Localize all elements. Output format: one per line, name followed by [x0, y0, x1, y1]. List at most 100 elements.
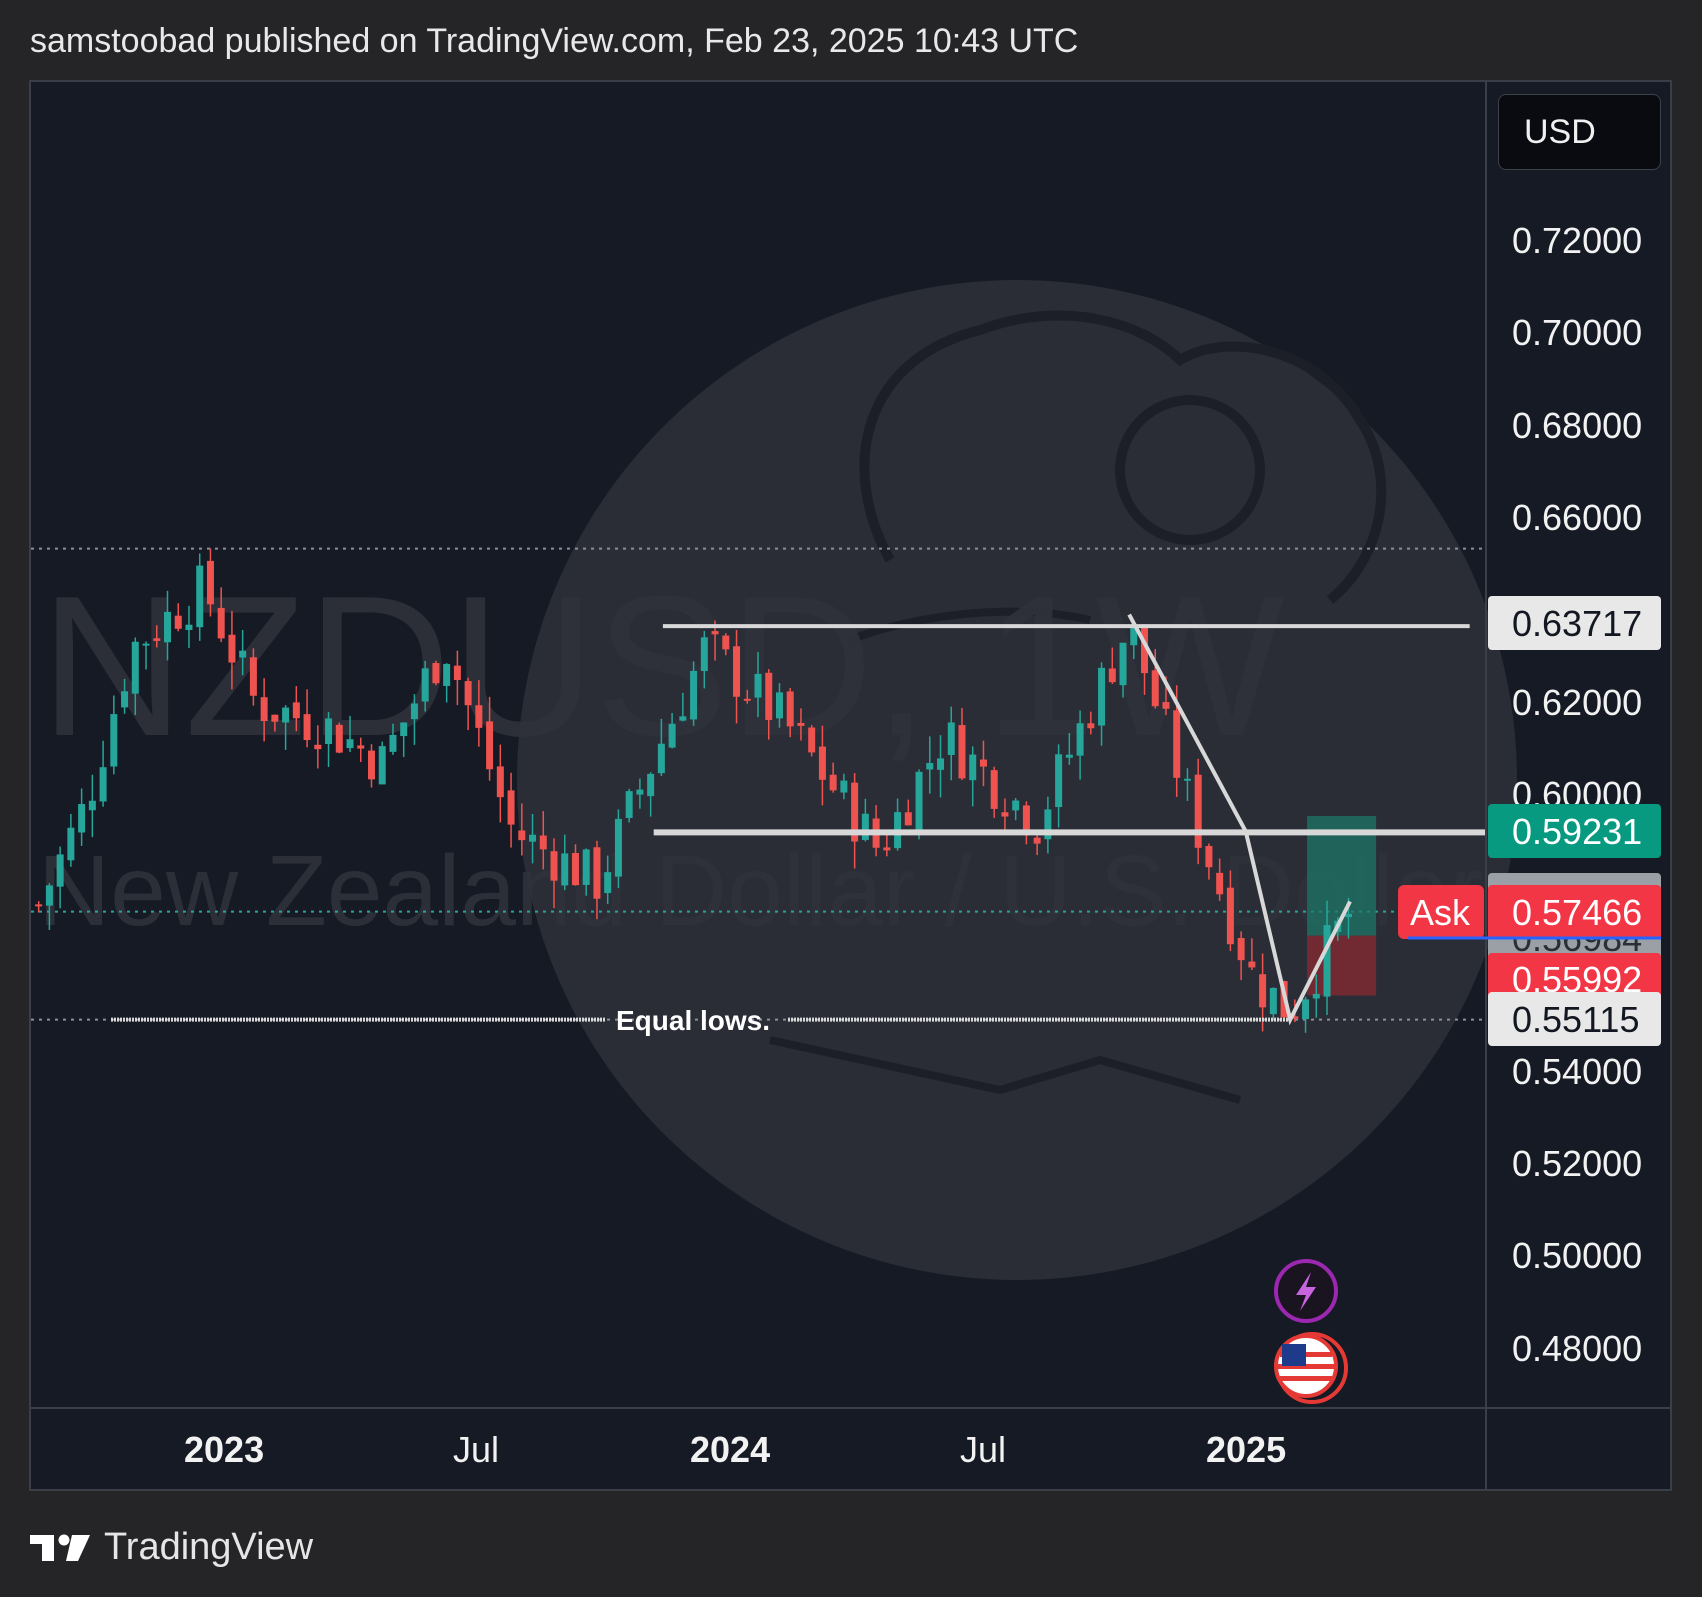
candle-body	[507, 790, 515, 825]
candle-body	[110, 714, 118, 767]
ask-label-text: Ask	[1410, 892, 1471, 933]
brand-name: TradingView	[104, 1525, 314, 1568]
candle-body	[829, 774, 837, 791]
x-tick: 2025	[1206, 1429, 1286, 1470]
candle-body	[1141, 624, 1149, 674]
currency-button[interactable]: USD	[1498, 94, 1661, 170]
candle-body	[775, 692, 783, 719]
candle-body	[550, 851, 558, 881]
candle-body	[947, 722, 955, 755]
candle-body	[35, 904, 43, 907]
candle-body	[657, 743, 665, 774]
candle-body	[1033, 837, 1041, 844]
candle-body	[926, 762, 934, 770]
x-tick: 2024	[690, 1429, 770, 1470]
candle-body	[1183, 778, 1191, 781]
candle-body	[1001, 812, 1009, 817]
candle-body	[1248, 961, 1256, 968]
y-tick: 0.68000	[1512, 405, 1642, 446]
lightning-icon[interactable]	[1274, 1259, 1338, 1323]
candle-body	[883, 847, 891, 851]
candle-body	[668, 723, 676, 748]
candle-body	[1173, 710, 1181, 778]
watermark-name: New Zealand Dollar / U.S. Dollar	[38, 835, 1483, 947]
candle-body	[486, 721, 494, 770]
candle-body	[292, 702, 300, 719]
candle-body	[475, 705, 483, 728]
publish-info: samstoobad published on TradingView.com,…	[30, 22, 1079, 60]
candles	[35, 548, 1352, 1033]
candle-body	[1291, 1016, 1299, 1019]
candle-body	[904, 812, 912, 826]
candle-body	[1194, 774, 1202, 848]
candle-body	[142, 643, 150, 646]
candle-body	[174, 615, 182, 629]
ask-tag	[1488, 885, 1661, 939]
candle-body	[754, 673, 762, 698]
y-tick: 0.54000	[1512, 1051, 1642, 1092]
candle-body	[937, 758, 945, 770]
candle-body	[1055, 754, 1063, 808]
candle-body	[990, 770, 998, 809]
candle-body	[282, 707, 290, 723]
high-tag	[1488, 596, 1661, 650]
time-axis[interactable]: 2023 Jul 2024 Jul 2025	[184, 1429, 1286, 1470]
candle-body	[389, 734, 397, 752]
us-flag-icon[interactable]	[1274, 1332, 1348, 1404]
equal-lows-label: Equal lows.	[616, 1005, 770, 1036]
price-axis[interactable]: 0.72000 0.70000 0.68000 0.66000 0.62000 …	[1512, 220, 1642, 1369]
candle-body	[733, 646, 741, 697]
high-tag-text: 0.63717	[1512, 603, 1642, 644]
candle-body	[1259, 974, 1267, 1008]
candle-body	[1087, 723, 1095, 729]
candle-body	[861, 813, 869, 840]
candle-body	[1076, 723, 1084, 756]
price-tags: 0.63717 0.56984 0.55992 0.59231 Ask 0.57…	[1398, 596, 1661, 1046]
y-tick: 0.62000	[1512, 682, 1642, 723]
candle-body	[1162, 702, 1170, 709]
candle-body	[1151, 670, 1159, 707]
watermark-ram-logo	[517, 280, 1517, 1280]
candle-body	[271, 714, 279, 722]
candle-body	[743, 698, 751, 701]
candle-body	[1344, 913, 1352, 918]
candle-body	[206, 560, 214, 605]
candle-body	[367, 750, 375, 780]
y-tick: 0.52000	[1512, 1143, 1642, 1184]
candle-body	[196, 565, 204, 628]
candle-body	[561, 853, 569, 886]
candle-body	[1226, 887, 1234, 945]
candle-body	[690, 670, 698, 720]
drawings[interactable]	[111, 613, 1485, 1026]
candle-body	[1216, 872, 1224, 895]
candle-body	[185, 624, 193, 630]
candle-body	[335, 724, 343, 753]
candle-body	[1302, 999, 1310, 1020]
candle-body	[614, 818, 622, 877]
candle-body	[67, 827, 75, 861]
swing-path	[1127, 613, 1352, 1026]
low-tag	[1488, 992, 1661, 1046]
candle-body	[1022, 805, 1030, 836]
candle-body	[700, 637, 708, 672]
candle-body	[1119, 642, 1127, 686]
candle-body	[915, 771, 923, 831]
candle-body	[1065, 754, 1073, 758]
candle-body	[1269, 987, 1277, 1015]
candle-body	[357, 745, 365, 749]
candle-body	[958, 725, 966, 779]
candle-body	[164, 611, 172, 643]
candle-body	[260, 697, 268, 722]
candle-body	[647, 773, 655, 797]
target-tag	[1488, 804, 1661, 858]
candle-body	[325, 718, 333, 745]
candle-body	[443, 663, 451, 686]
candle-body	[518, 830, 526, 841]
x-tick: Jul	[960, 1429, 1006, 1470]
candle-body	[593, 847, 601, 899]
candle-body	[121, 691, 129, 708]
stop-tag	[1488, 953, 1661, 1003]
candle-body	[303, 714, 311, 741]
candle-body	[239, 650, 247, 658]
